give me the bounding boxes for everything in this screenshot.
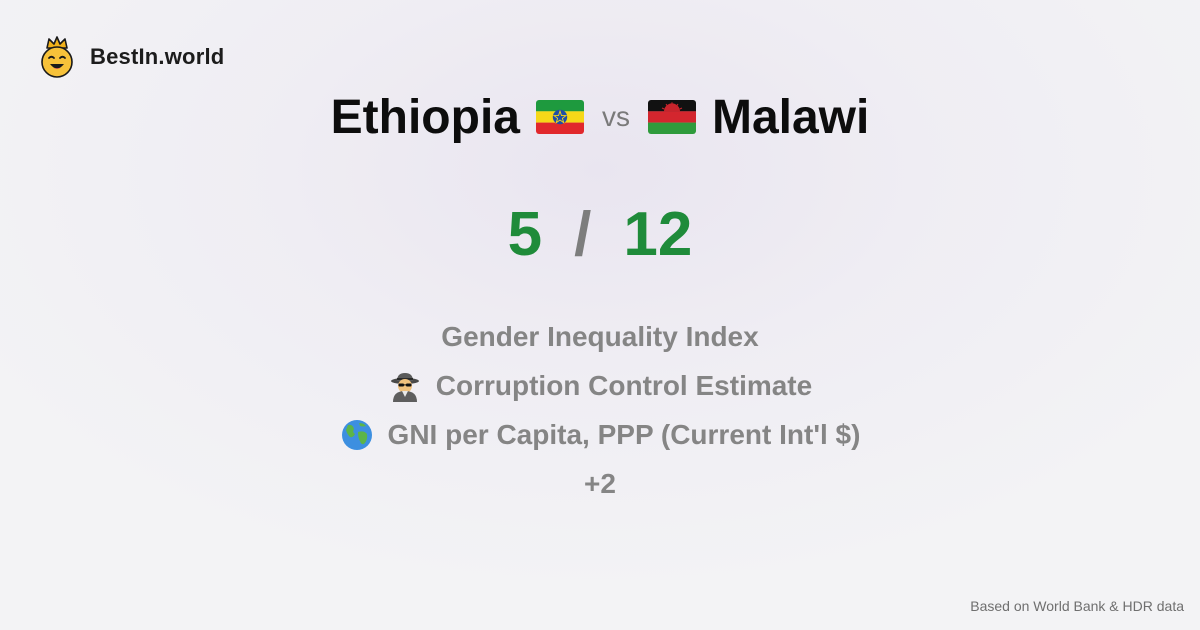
left-country-name: Ethiopia [330, 90, 520, 144]
globe-icon [341, 419, 372, 450]
metric-label: GNI per Capita, PPP (Current Int'l $) [387, 418, 861, 450]
left-score: 5 [507, 199, 543, 269]
right-score: 12 [623, 199, 693, 269]
metric-item-gender-inequality: Gender Inequality Index [441, 312, 758, 361]
metric-label: Gender Inequality Index [441, 320, 759, 352]
metric-item-gni-per-capita: GNI per Capita, PPP (Current Int'l $) [340, 410, 861, 459]
metric-list: Gender Inequality Index Corruption Contr… [0, 312, 1200, 508]
comparison-title: Ethiopia vs Malawi [0, 84, 1200, 150]
score-display: 5 / 12 [0, 196, 1200, 272]
ethiopia-flag-icon [535, 100, 584, 134]
metric-label: +2 [584, 467, 616, 499]
right-country-name: Malawi [711, 90, 870, 144]
crowned-smiley-icon [41, 36, 73, 78]
malawi-flag-icon [647, 100, 696, 134]
score-separator: / [574, 199, 592, 269]
metric-label: Corruption Control Estimate [435, 369, 813, 401]
vs-separator: vs [601, 101, 630, 132]
metric-item-corruption-control: Corruption Control Estimate [388, 361, 812, 410]
brand-logo[interactable]: BestIn.world [38, 36, 224, 78]
metric-more-count[interactable]: +2 [584, 459, 616, 508]
brand-name: BestIn.world [90, 44, 225, 69]
data-source-note: Based on World Bank & HDR data [970, 598, 1184, 614]
detective-icon [390, 372, 419, 402]
